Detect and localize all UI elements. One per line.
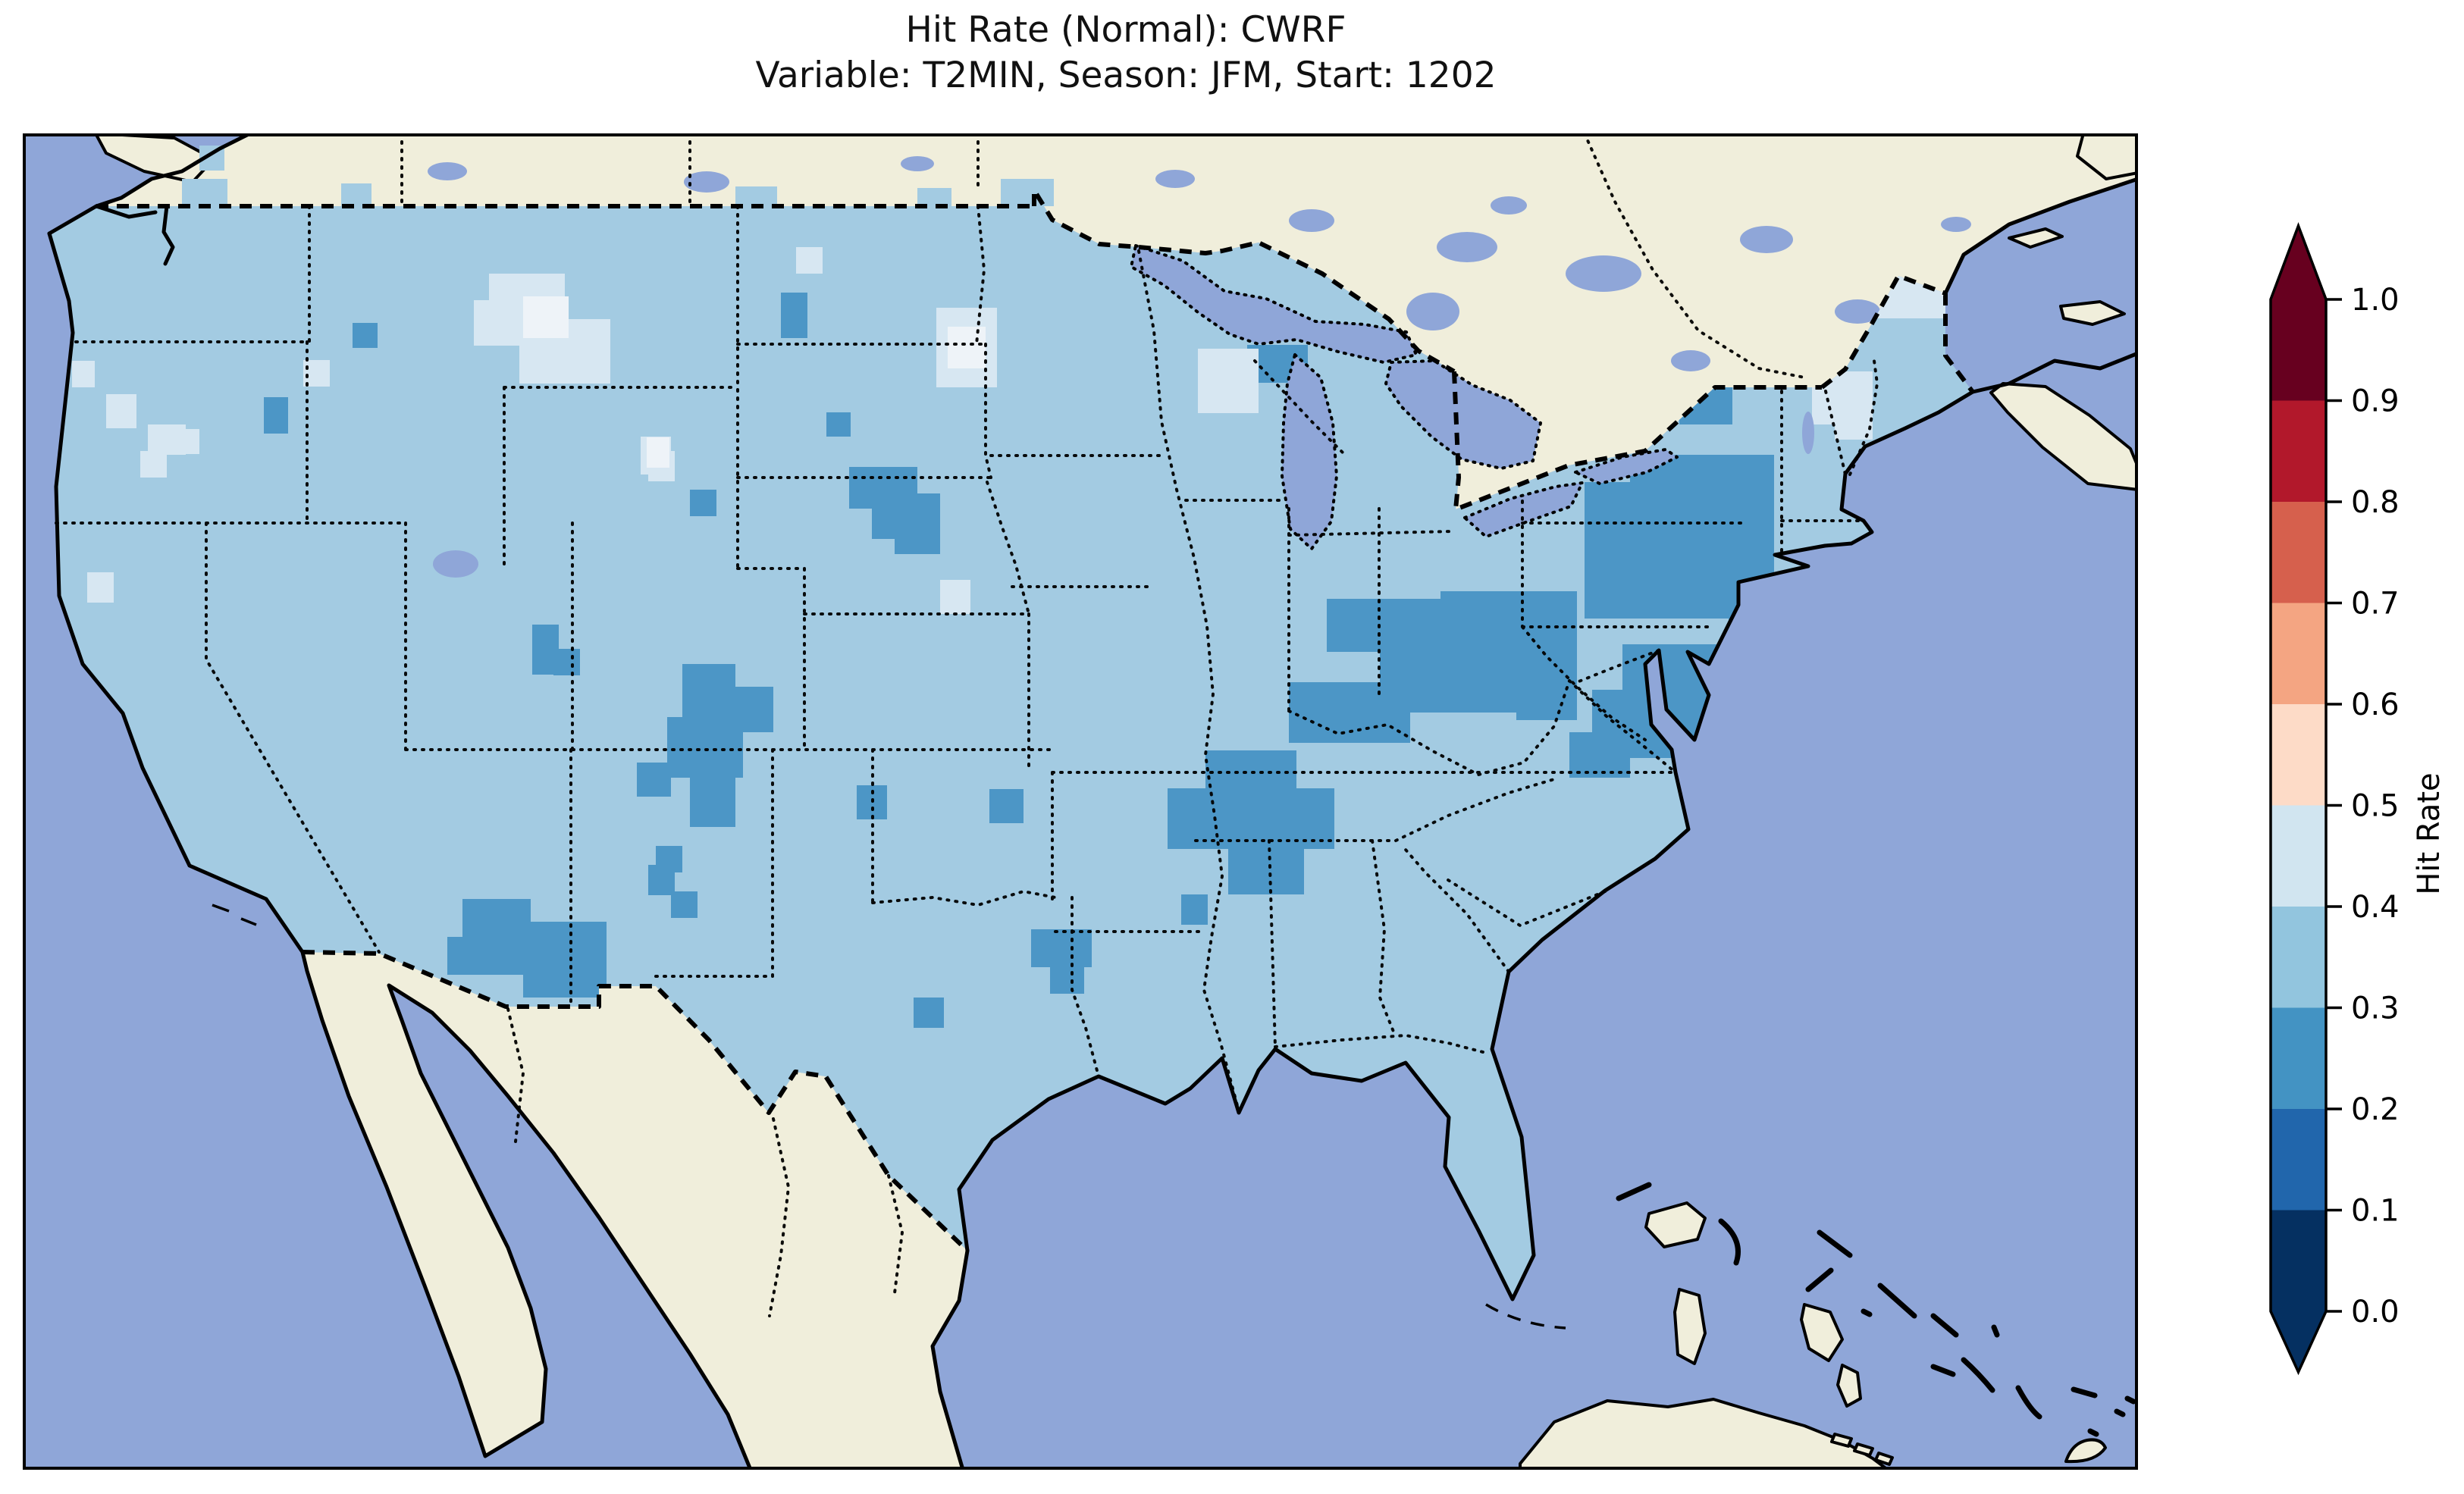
colorbar: 1.0 0.9 0.8 0.7 0.6 0.5 0.4 0.3 0.2 0.1 … xyxy=(2269,222,2447,1376)
tick-label: 0.0 xyxy=(2351,1295,2400,1330)
tick-label: 1.0 xyxy=(2351,283,2400,318)
map-frame xyxy=(23,133,2138,1470)
lake-huron xyxy=(1384,359,1542,470)
tick-label: 0.3 xyxy=(2351,991,2400,1026)
canada-lakes xyxy=(428,156,1971,371)
anticosti-island xyxy=(2008,227,2064,249)
colorbar-arrow-over xyxy=(2271,226,2326,299)
abaco-island xyxy=(1644,1201,1707,1248)
nova-scotia xyxy=(1989,382,2138,491)
pacific-coastline xyxy=(47,231,305,954)
tick-label: 0.1 xyxy=(2351,1194,2400,1229)
tick-label: 0.2 xyxy=(2351,1092,2400,1127)
bahamas-small-cays xyxy=(1616,1182,2136,1437)
cuba xyxy=(1519,1398,1889,1470)
national-borders xyxy=(96,188,1975,1253)
atlantic-gulf-coastline xyxy=(957,390,1975,1301)
us-landmass xyxy=(49,190,1973,1299)
title-line-2: Variable: T2MIN, Season: JFM, Start: 120… xyxy=(755,55,1497,96)
florida-keys-chain xyxy=(1485,1303,1566,1330)
lake-ontario xyxy=(1574,448,1679,485)
us-mexico-border xyxy=(302,950,970,1253)
colorbar-bands xyxy=(2269,222,2328,1376)
state-borders xyxy=(55,133,1879,1317)
canada-landmass xyxy=(94,133,2138,509)
cuba-cays xyxy=(1830,1433,1894,1466)
prince-edward-island xyxy=(2059,300,2126,326)
us-canada-border xyxy=(96,188,1975,512)
lake-champlain xyxy=(1802,412,1814,454)
title-line-1: Hit Rate (Normal): CWRF xyxy=(905,9,1346,51)
gulf-of-st-lawrence xyxy=(1945,179,2138,392)
mexico-state-borders xyxy=(506,1007,904,1317)
coastlines xyxy=(47,133,2138,1470)
tick-label: 0.6 xyxy=(2351,687,2400,722)
colorbar-tick-labels: 1.0 0.9 0.8 0.7 0.6 0.5 0.4 0.3 0.2 0.1 … xyxy=(2351,283,2400,1330)
british-columbia-coastline xyxy=(94,133,252,208)
map-canvas xyxy=(23,133,2138,1470)
tick-label: 0.9 xyxy=(2351,384,2400,419)
page-title: Hit Rate (Normal): CWRF Variable: T2MIN,… xyxy=(30,8,2221,99)
tick-label: 0.4 xyxy=(2351,890,2400,925)
grid-cells-above-border xyxy=(182,146,1054,206)
colorbar-ticks xyxy=(2326,298,2342,1313)
lake-superior xyxy=(1130,244,1418,364)
andros-island xyxy=(1673,1288,1707,1365)
great-salt-lake xyxy=(433,550,478,578)
canada-province-borders xyxy=(400,133,1806,379)
mexico-coastline xyxy=(300,950,970,1470)
channel-islands xyxy=(212,904,257,926)
bahama-island-2 xyxy=(1836,1364,1862,1408)
tick-label: 0.7 xyxy=(2351,587,2400,622)
colorbar-arrow-under xyxy=(2271,1311,2326,1372)
turks-island xyxy=(2064,1438,2107,1464)
tick-label: 0.5 xyxy=(2351,789,2400,824)
newfoundland-corner xyxy=(2076,133,2138,180)
tick-label: 0.8 xyxy=(2351,485,2400,520)
puget-sound-coastline xyxy=(47,204,175,266)
canada-atlantic-coastline xyxy=(1943,177,2138,394)
mexico-landmass xyxy=(303,952,967,1470)
caribbean-islands xyxy=(1519,1182,2136,1470)
colorbar-axis-label: Hit Rate xyxy=(2412,772,2447,894)
bahama-island-1 xyxy=(1800,1303,1844,1362)
